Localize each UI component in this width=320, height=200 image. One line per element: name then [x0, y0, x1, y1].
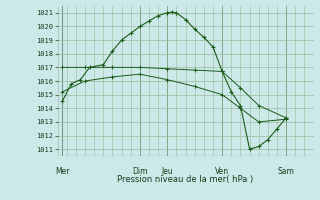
Text: Dim: Dim: [132, 167, 148, 176]
X-axis label: Pression niveau de la mer( hPa ): Pression niveau de la mer( hPa ): [117, 175, 254, 184]
Text: Sam: Sam: [278, 167, 295, 176]
Text: Jeu: Jeu: [161, 167, 173, 176]
Text: Mer: Mer: [55, 167, 69, 176]
Text: Ven: Ven: [215, 167, 229, 176]
